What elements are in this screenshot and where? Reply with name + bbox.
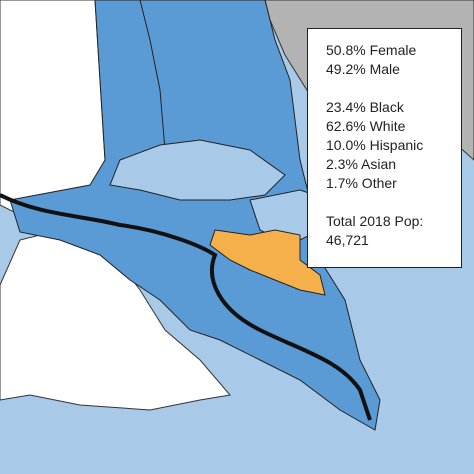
race-stats: 23.4% Black 62.6% White 10.0% Hispanic 2.3%…	[326, 98, 461, 193]
stats-box: 50.8% Female 49.2% Male 23.4% Black 62.6% …	[307, 28, 462, 268]
gender-line: 50.8% Female	[326, 42, 417, 58]
highlighted-parish	[209, 229, 326, 296]
lake	[109, 139, 286, 201]
race-line: 1.7% Other	[326, 175, 397, 191]
population-label: Total 2018 Pop:	[326, 213, 424, 229]
population-stats: Total 2018 Pop: 46,721	[326, 212, 461, 250]
population-value: 46,721	[326, 232, 369, 248]
other-parishes	[0, 0, 106, 216]
river	[0, 193, 372, 421]
race-line: 23.4% Black	[326, 99, 404, 115]
race-line: 62.6% White	[326, 118, 406, 134]
gender-stats: 50.8% Female 49.2% Male	[326, 41, 461, 79]
race-line: 10.0% Hispanic	[326, 137, 424, 153]
gender-line: 49.2% Male	[326, 61, 400, 77]
parish-borders	[139, 0, 166, 151]
race-line: 2.3% Asian	[326, 156, 397, 172]
region-parishes	[9, 0, 381, 431]
